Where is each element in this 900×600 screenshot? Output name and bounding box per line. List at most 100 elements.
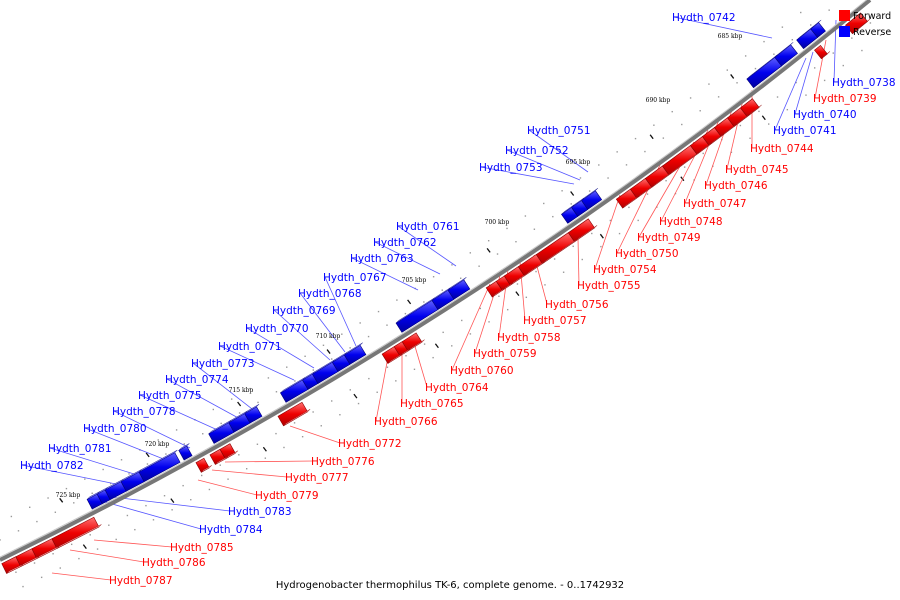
gene-label-hydth-0739[interactable]: Hydth_0739 [813, 93, 877, 105]
tick-dot [533, 228, 536, 230]
gene-label-hydth-0757[interactable]: Hydth_0757 [523, 315, 587, 327]
gene-label-hydth-0766[interactable]: Hydth_0766 [374, 416, 438, 428]
gene-label-hydth-0749[interactable]: Hydth_0749 [637, 232, 701, 244]
tick-dot [671, 110, 673, 113]
tick-dot [810, 24, 812, 26]
gene-label-hydth-0781[interactable]: Hydth_0781 [48, 443, 112, 455]
gene-label-hydth-0768[interactable]: Hydth_0768 [298, 288, 362, 300]
tick-dot [245, 468, 248, 470]
gene-label-hydth-0754[interactable]: Hydth_0754 [593, 264, 657, 276]
gene-label-hydth-0760[interactable]: Hydth_0760 [450, 365, 514, 377]
tick-dot [331, 400, 333, 402]
tick-dot [683, 166, 686, 168]
tick-dot [506, 308, 509, 311]
tick-dot [646, 193, 649, 195]
tick-dot [219, 464, 221, 466]
tick-dot [183, 443, 186, 445]
major-tick [486, 247, 491, 253]
gene-label-hydth-0773[interactable]: Hydth_0773 [191, 358, 255, 370]
gene-label-hydth-0756[interactable]: Hydth_0756 [545, 299, 609, 311]
gene-box-face [208, 419, 232, 435]
tick-dot [879, 34, 882, 37]
gene-label-hydth-0745[interactable]: Hydth_0745 [725, 164, 789, 176]
gene-label-hydth-0752[interactable]: Hydth_0752 [505, 145, 569, 157]
tick-dot [572, 245, 574, 248]
major-tick [599, 233, 604, 239]
gene-label-hydth-0780[interactable]: Hydth_0780 [83, 423, 147, 435]
gene-label-hydth-0787[interactable]: Hydth_0787 [109, 575, 173, 587]
gene-label-hydth-0771[interactable]: Hydth_0771 [218, 341, 282, 353]
tick-dot [786, 108, 789, 111]
tick-dot [283, 446, 285, 449]
gene-label-hydth-0765[interactable]: Hydth_0765 [400, 398, 464, 410]
label-connector [774, 57, 807, 131]
major-tick [649, 134, 654, 140]
tick-dot [552, 215, 554, 218]
gene-label-hydth-0779[interactable]: Hydth_0779 [255, 490, 319, 502]
tick-dot [869, 22, 872, 24]
tick-dot [496, 253, 499, 255]
tick-dot [637, 219, 639, 222]
gene-label-hydth-0770[interactable]: Hydth_0770 [245, 323, 309, 335]
tick-dot [182, 484, 184, 487]
legend-label-forward: Forward [853, 11, 891, 22]
gene-label-hydth-0750[interactable]: Hydth_0750 [615, 248, 679, 260]
gene-label-hydth-0763[interactable]: Hydth_0763 [350, 253, 414, 265]
gene-label-hydth-0748[interactable]: Hydth_0748 [659, 216, 723, 228]
gene-label-hydth-0751[interactable]: Hydth_0751 [527, 125, 591, 137]
tick-dot [479, 307, 482, 310]
tick-dot [832, 52, 834, 54]
tick-dot [469, 252, 472, 254]
tick-dot [339, 414, 341, 416]
gene-label-hydth-0759[interactable]: Hydth_0759 [473, 348, 537, 360]
label-connector [299, 292, 346, 353]
gene-label-hydth-0740[interactable]: Hydth_0740 [793, 109, 857, 121]
gene-label-hydth-0777[interactable]: Hydth_0777 [285, 472, 349, 484]
gene-label-hydth-0755[interactable]: Hydth_0755 [577, 280, 641, 292]
tick-dot [744, 55, 747, 57]
tick-dot [36, 520, 38, 523]
gene-label-hydth-0783[interactable]: Hydth_0783 [228, 506, 292, 518]
tick-dot [708, 83, 710, 85]
gene-box-face [492, 287, 505, 298]
gene-label-hydth-0758[interactable]: Hydth_0758 [497, 332, 561, 344]
gene-label-hydth-0741[interactable]: Hydth_0741 [773, 125, 837, 137]
kbp-label: 685 kbp [718, 33, 743, 40]
major-tick [407, 299, 412, 305]
gene-label-hydth-0775[interactable]: Hydth_0775 [138, 390, 202, 402]
gene-label-hydth-0762[interactable]: Hydth_0762 [373, 237, 437, 249]
gene-label-hydth-0744[interactable]: Hydth_0744 [750, 143, 814, 155]
gene-box-face [746, 54, 778, 80]
gene-features [1, 12, 871, 574]
tick-dot [396, 299, 398, 301]
gene-label-hydth-0772[interactable]: Hydth_0772 [338, 438, 402, 450]
tick-dot [202, 433, 204, 435]
gene-label-hydth-0778[interactable]: Hydth_0778 [112, 406, 176, 418]
gene-label-hydth-0753[interactable]: Hydth_0753 [479, 162, 543, 174]
tick-dot [644, 150, 646, 153]
gene-label-hydth-0774[interactable]: Hydth_0774 [165, 374, 229, 386]
gene-label-hydth-0767[interactable]: Hydth_0767 [323, 272, 387, 284]
gene-label-hydth-0747[interactable]: Hydth_0747 [683, 198, 747, 210]
tick-dot [616, 151, 618, 153]
tick-dot [763, 40, 765, 43]
gene-labels: Hydth_0738 Hydth_0739 Hydth_0740 Hydth_0741… [20, 12, 896, 587]
kbp-labels: 685 kbp 690 kbp 695 kbp 700 kbp 705 kbp 710 k… [56, 33, 743, 499]
gene-label-hydth-0746[interactable]: Hydth_0746 [704, 180, 768, 192]
tick-dot [773, 53, 775, 55]
label-connector [166, 378, 243, 421]
tick-dot [851, 37, 853, 39]
gene-label-hydth-0776[interactable]: Hydth_0776 [311, 456, 375, 468]
gene-label-hydth-0738[interactable]: Hydth_0738 [832, 77, 896, 89]
tick-dot [600, 245, 602, 248]
gene-label-hydth-0769[interactable]: Hydth_0769 [272, 305, 336, 317]
gene-label-hydth-0784[interactable]: Hydth_0784 [199, 524, 263, 536]
gene-label-hydth-0764[interactable]: Hydth_0764 [425, 382, 489, 394]
gene-label-hydth-0785[interactable]: Hydth_0785 [170, 542, 234, 554]
gene-label-hydth-0786[interactable]: Hydth_0786 [142, 557, 206, 569]
gene-label-hydth-0761[interactable]: Hydth_0761 [396, 221, 460, 233]
gene-label-hydth-0782[interactable]: Hydth_0782 [20, 460, 84, 472]
tick-dot [15, 571, 17, 573]
gene-label-hydth-0742[interactable]: Hydth_0742 [672, 12, 736, 24]
tick-dot [535, 270, 537, 273]
